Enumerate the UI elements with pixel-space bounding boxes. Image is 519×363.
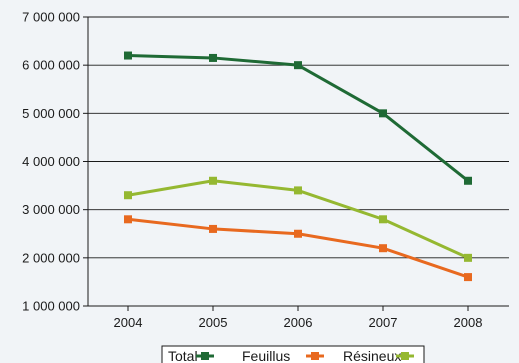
y-tick-labels: 1 000 000 2 000 000 3 000 000 4 000 000 5 00… (22, 10, 80, 314)
data-point (379, 215, 387, 224)
y-tick-label: 5 000 000 (22, 106, 80, 121)
data-point (124, 51, 132, 60)
data-point (209, 224, 217, 233)
data-point (209, 176, 217, 185)
series-group (124, 51, 472, 282)
data-point (294, 61, 302, 70)
data-point (124, 191, 132, 200)
axes (83, 16, 509, 311)
data-point (124, 215, 132, 224)
x-tick-label: 2004 (114, 315, 143, 330)
y-tick-label: 7 000 000 (22, 10, 80, 25)
y-tick-label: 4 000 000 (22, 154, 80, 169)
legend-swatch-marker (201, 352, 209, 360)
series-line-1 (127, 217, 469, 279)
data-point (209, 53, 217, 62)
y-tick-label: 3 000 000 (22, 202, 80, 217)
data-point (294, 186, 302, 195)
legend-label: Résineux (343, 348, 401, 363)
legend-label: Total (168, 348, 198, 363)
legend-box (161, 345, 425, 363)
data-point (464, 253, 472, 262)
legend-label: Feuillus (242, 348, 290, 363)
data-point (379, 244, 387, 253)
x-tick-label: 2006 (284, 315, 313, 330)
legend-swatch-marker (401, 352, 409, 360)
x-tick-labels: 2004 2005 2006 2007 2008 (114, 315, 483, 330)
data-point (379, 109, 387, 118)
data-point (464, 176, 472, 185)
legend-swatch-marker (311, 352, 319, 360)
legend: Total Feuillus Résineux (161, 345, 425, 363)
data-point (294, 229, 302, 238)
x-tick-label: 2007 (369, 315, 398, 330)
y-tick-label: 6 000 000 (22, 58, 80, 73)
x-tick-label: 2008 (454, 315, 483, 330)
series-line-0 (127, 54, 469, 182)
y-tick-label: 2 000 000 (22, 250, 80, 265)
y-tick-label: 1 000 000 (22, 299, 80, 314)
x-tick-label: 2005 (199, 315, 228, 330)
data-point (464, 273, 472, 282)
